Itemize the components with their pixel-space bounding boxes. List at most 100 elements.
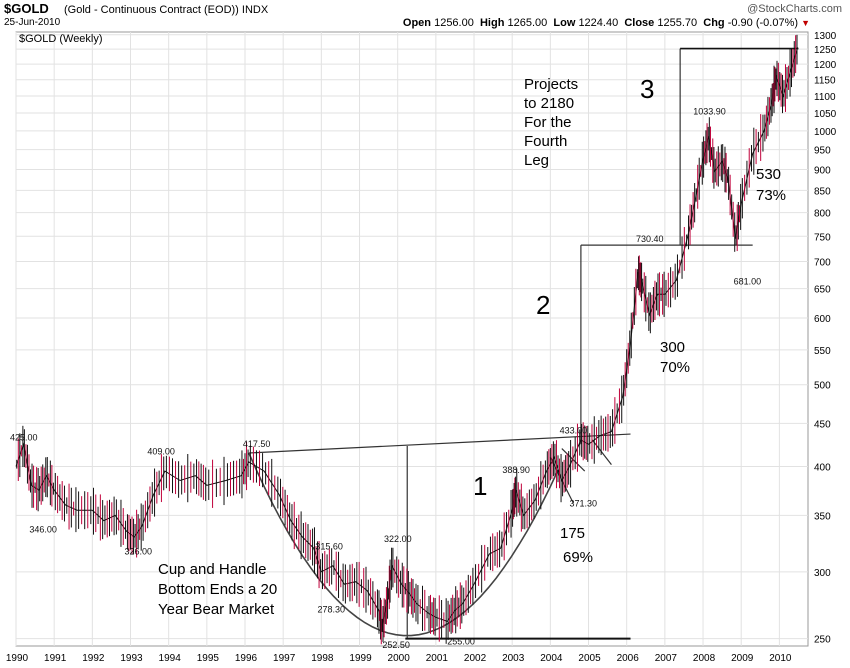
y-tick-label: 900 [814,165,831,176]
cup-note-line: Cup and Handle [158,561,266,578]
y-tick-label: 1250 [814,45,837,56]
x-tick-label: 2000 [388,653,411,664]
price-annotation: 1033.90 [693,107,726,117]
gain-1-points: 175 [560,525,585,542]
projection-note-line: Fourth [524,133,567,150]
price-annotation: 388.90 [502,465,530,475]
price-annotation: 315.60 [315,541,343,551]
high-label: High [479,17,505,29]
axes: 250 300 350 400 450 500 550 600 650 700 750 800 850 9… [6,31,837,664]
x-tick-label: 2006 [617,653,640,664]
y-tick-label: 600 [814,314,831,325]
pattern-overlays [248,47,799,640]
chart-symbol: $GOLD [4,1,49,16]
low-value: 1224.40 [578,17,619,29]
x-tick-label: 1997 [273,653,296,664]
gain-3-points: 530 [756,166,781,183]
exchange-text: INDX [241,4,269,16]
x-tick-label: 1996 [235,653,258,664]
y-tick-label: 800 [814,209,831,220]
x-tick-label: 2004 [540,653,563,664]
y-tick-label: 1000 [814,127,837,138]
y-tick-label: 1050 [814,109,837,120]
chg-value: -0.90 (-0.07%) [727,17,799,29]
text-notes: 1 2 3 175 69% 300 70% 530 73% Projects to 2180 For … [158,74,786,618]
price-series [15,34,799,645]
x-tick-label: 2008 [693,653,716,664]
y-tick-label: 1100 [814,92,836,103]
price-annotation: 730.40 [636,234,664,244]
x-tick-label: 2001 [426,653,449,664]
open-value: 1256.00 [434,17,474,29]
price-annotation: 371.30 [569,499,597,509]
chart-description: (Gold - Continuous Contract (EOD)) INDX [64,4,268,16]
y-tick-label: 950 [814,146,831,157]
projection-note-line: Projects [524,76,578,93]
cup-note-line: Bottom Ends a 20 [158,581,277,598]
gain-2-points: 300 [660,339,685,356]
price-annotation: 255.00 [447,636,475,646]
close-value: 1255.70 [657,17,698,29]
x-tick-label: 1990 [6,653,29,664]
x-tick-label: 2010 [769,653,792,664]
y-tick-label: 300 [814,568,831,579]
low-label: Low [553,17,576,29]
cup-curve [248,452,559,637]
y-tick-label: 650 [814,285,831,296]
x-tick-label: 1995 [197,653,220,664]
description-text: (Gold - Continuous Contract (EOD)) [64,4,239,16]
chart-date: 25-Jun-2010 [4,17,61,28]
gain-1-percent: 69% [563,549,593,566]
price-annotation: 433.00 [560,425,588,435]
y-tick-label: 350 [814,511,831,522]
x-tick-label: 2005 [578,653,601,664]
price-annotation: 326.00 [125,546,153,556]
price-annotation: 681.00 [734,277,762,287]
x-tick-label: 2003 [502,653,525,664]
leg-1-label: 1 [473,471,487,501]
projection-note-line: to 2180 [524,95,574,112]
x-tick-label: 2002 [464,653,487,664]
y-tick-label: 750 [814,232,831,243]
plot-area [15,31,809,647]
handle-line-c [591,439,612,466]
gain-2-percent: 70% [660,359,690,376]
x-tick-label: 1993 [120,653,143,664]
price-annotation: 278.30 [318,604,346,614]
stockcharts-watermark: @StockCharts.com [747,3,842,15]
open-label: Open [402,17,432,29]
price-annotation: 322.00 [384,534,412,544]
x-tick-label: 2007 [655,653,678,664]
x-tick-label: 1999 [349,653,372,664]
price-annotation: 409.00 [147,446,175,456]
x-tick-label: 1991 [44,653,67,664]
price-annotation: 252.50 [382,640,410,650]
chg-label: Chg [703,17,725,29]
y-tick-label: 1150 [814,76,836,87]
price-annotation: 346.00 [29,525,57,535]
cup-note-line: Year Bear Market [158,601,275,618]
ohlc-readout: Open 1256.00 High 1265.00 Low 1224.40 Cl… [403,17,810,29]
y-tick-label: 500 [814,381,831,392]
close-label: Close [624,17,655,29]
high-value: 1265.00 [507,17,548,29]
price-annotation: 425.00 [10,432,38,442]
cup-rim-line [248,433,631,454]
price-annotations: 425.00 346.00 409.00 326.00 417.50 315.60 278.… [10,107,761,650]
price-annotation: 417.50 [243,439,271,449]
y-tick-label: 250 [814,635,831,646]
y-tick-label: 400 [814,462,831,473]
y-tick-label: 450 [814,419,831,430]
chart-title: $GOLD (Weekly) [19,33,103,45]
leg-3-label: 3 [640,74,654,104]
y-tick-label: 1300 [814,31,837,42]
x-tick-label: 2009 [731,653,754,664]
y-tick-label: 850 [814,186,831,197]
y-tick-label: 700 [814,258,831,269]
triangle-down-icon: ▼ [801,18,810,28]
y-tick-label: 550 [814,346,831,357]
y-tick-label: 1200 [814,60,837,71]
gain-3-percent: 73% [756,187,786,204]
projection-note-line: Leg [524,152,549,169]
